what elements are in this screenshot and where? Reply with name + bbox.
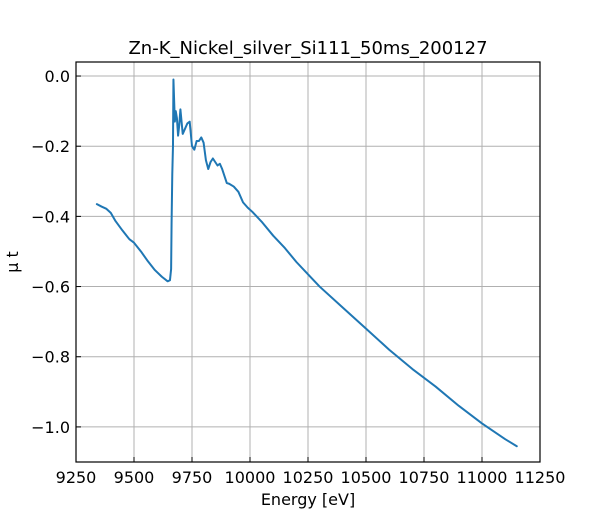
chart-title: Zn-K_Nickel_silver_Si111_50ms_200127 (128, 38, 487, 59)
axis-ticks: 9250 9500 9750 10000 10250 10500 10750 11000 112… (31, 67, 565, 487)
y-tick-label: −0.8 (31, 348, 70, 367)
x-tick-label: 9250 (56, 468, 97, 487)
x-tick-label: 11250 (515, 468, 566, 487)
x-tick-label: 9750 (172, 468, 213, 487)
plot-area (95, 78, 518, 448)
y-tick-label: −0.4 (31, 207, 70, 226)
y-tick-label: −0.2 (31, 137, 70, 156)
y-tick-label: 0.0 (45, 67, 70, 86)
x-axis-label: Energy [eV] (261, 490, 355, 509)
grid (75, 62, 541, 462)
y-axis-label: μ t (3, 251, 22, 273)
x-tick-label: 10000 (225, 468, 276, 487)
series-line (95, 78, 518, 448)
x-tick-label: 10750 (399, 468, 450, 487)
x-tick-label: 9500 (114, 468, 155, 487)
y-tick-label: −1.0 (31, 418, 70, 437)
x-tick-label: 10500 (341, 468, 392, 487)
x-tick-label: 10250 (283, 468, 334, 487)
y-tick-label: −0.6 (31, 278, 70, 297)
x-tick-label: 11000 (457, 468, 508, 487)
